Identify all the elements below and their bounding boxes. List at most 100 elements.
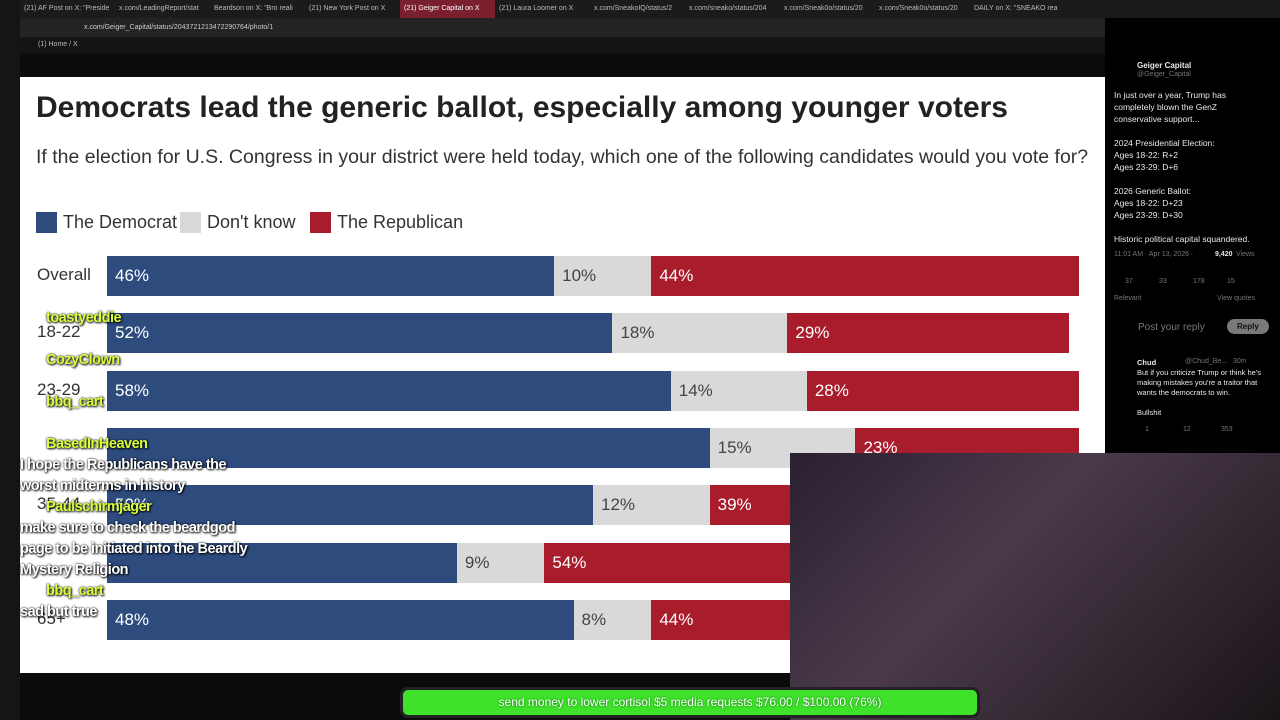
donation-goal: send money to lower cortisol $5 media re… xyxy=(400,687,980,718)
bar-segment: 18% xyxy=(612,313,788,354)
handle: @Geiger_Capital xyxy=(1137,71,1191,78)
chat-overlay: toastyeddie CozyClown bbq_cart BasedInHeave… xyxy=(20,308,320,623)
value-label: 14% xyxy=(678,380,713,400)
chat-text: sad but true xyxy=(20,604,97,620)
stat[interactable]: 12 xyxy=(1183,426,1191,433)
value-label: 15% xyxy=(717,437,752,457)
reply-author: Chud xyxy=(1137,358,1157,367)
reply-button[interactable]: Reply xyxy=(1227,319,1269,334)
tab[interactable]: Beardson on X: "Bro reali xyxy=(214,5,293,12)
bar-segment: 58% xyxy=(107,370,671,411)
value-label: 18% xyxy=(620,323,655,343)
bar-segment: 46% xyxy=(107,256,555,296)
bar-segment: 14% xyxy=(670,370,807,411)
legend-item: The Republican xyxy=(310,212,463,233)
tab[interactable]: DAILY on X: "SNEAKO rea xyxy=(974,5,1058,12)
reply-text: Bullshit xyxy=(1137,408,1162,417)
author: Geiger Capital xyxy=(1137,61,1192,70)
tweet-line: 2026 Generic Ballot: xyxy=(1114,186,1192,196)
legend-label: Don't know xyxy=(207,212,296,232)
sort[interactable]: Relevant xyxy=(1114,295,1142,302)
bar-segment xyxy=(107,542,457,583)
stat[interactable]: 15 xyxy=(1227,278,1235,285)
tab[interactable]: x.com/LeadingReport/stat xyxy=(119,5,199,12)
legend-label: The Republican xyxy=(337,212,464,232)
tab[interactable]: x.com/sneako/status/204 xyxy=(689,5,767,12)
tab[interactable]: (21) New York Post on X xyxy=(309,5,386,12)
tweet-line xyxy=(1114,173,1264,185)
tweet-line: Ages 23-29: D+30 xyxy=(1114,210,1183,220)
bar-segment: 44% xyxy=(651,256,1079,296)
tweet-line: Historic political capital squandered. xyxy=(1114,234,1250,244)
chart-subtitle: If the election for U.S. Congress in you… xyxy=(36,146,1089,168)
tab[interactable]: x.com/Sneak0o/status/20 xyxy=(784,5,863,12)
tweet-body: In just over a year, Trump has completel… xyxy=(1114,89,1264,245)
tab-bar: (21) AF Post on X: "Preside x.com/Leading… xyxy=(20,0,1280,18)
legend-swatch xyxy=(310,212,331,233)
value-label: 39% xyxy=(717,495,752,515)
value-label: 52% xyxy=(115,323,150,343)
bar-segment: 28% xyxy=(806,370,1079,411)
legend-swatch xyxy=(36,212,57,233)
views-label: Views xyxy=(1236,251,1255,258)
tab[interactable]: (21) AF Post on X: "Preside xyxy=(24,5,110,12)
chat-user: toastyeddie xyxy=(46,310,122,326)
tweet-line xyxy=(1114,125,1264,137)
view-quotes[interactable]: View quotes xyxy=(1217,295,1256,302)
legend-swatch xyxy=(180,212,201,233)
reply-handle: @Chud_Be... xyxy=(1185,358,1228,365)
bar-segment: 29% xyxy=(787,313,1070,354)
tweet-line xyxy=(1114,221,1264,233)
sidebar xyxy=(0,0,20,720)
reply-age: 30m xyxy=(1233,358,1247,365)
chat-user: CozyClown xyxy=(46,352,120,368)
value-label: 9% xyxy=(464,552,490,572)
reply-text: But if you criticize Trump or think he's… xyxy=(1137,368,1261,397)
value-label: 28% xyxy=(814,380,849,400)
bar-segment: 10% xyxy=(554,256,652,296)
tab[interactable]: (21) Laura Loomer on X xyxy=(499,5,574,12)
bar-segment: 48% xyxy=(107,599,574,640)
category-label: 65+ xyxy=(37,608,66,628)
category-label: 35-44 xyxy=(37,494,81,514)
bar-segment: 50% xyxy=(107,485,593,526)
bar-segment: 15% xyxy=(709,427,856,468)
tab[interactable]: (21) Geiger Capital on X xyxy=(400,0,495,18)
legend-item: Don't know xyxy=(180,212,295,233)
tweet-line: In just over a year, Trump has completel… xyxy=(1114,90,1226,124)
value-label: 58% xyxy=(115,380,150,400)
legend-item: The Democrat xyxy=(36,212,177,233)
value-label: 10% xyxy=(562,266,597,285)
reply-input[interactable]: Post your reply xyxy=(1138,322,1205,333)
tab[interactable]: x.com/Sneak0o/status/20 xyxy=(879,5,958,12)
chat-user: bbq_cart xyxy=(46,394,104,410)
bar-segment: 12% xyxy=(593,485,710,526)
stat[interactable]: 353 xyxy=(1221,426,1233,433)
value-label: 44% xyxy=(659,609,694,629)
chat-text: I hope the Republicans have the worst mi… xyxy=(20,457,227,494)
chart-image: Democrats lead the generic ballot, espec… xyxy=(20,77,1105,673)
legend-label: The Democrat xyxy=(63,212,178,232)
page-title: (1) Home / X xyxy=(20,37,1105,53)
bar-segment xyxy=(107,427,710,468)
views: 9,420 xyxy=(1215,251,1233,258)
stat[interactable]: 37 xyxy=(1125,278,1133,285)
bar-segment: 8% xyxy=(573,599,652,640)
category-label: Overall xyxy=(37,265,91,284)
stat[interactable]: 33 xyxy=(1159,278,1167,285)
tab[interactable]: x.com/SneakoIQ/status/2 xyxy=(594,5,673,12)
chat-user: bbq_cart xyxy=(46,583,104,599)
value-label: 29% xyxy=(795,323,830,343)
value-label: 50% xyxy=(115,495,150,515)
bar-segment: 9% xyxy=(456,542,545,583)
stat[interactable]: 1 xyxy=(1145,426,1149,433)
tweet-line: 2024 Presidential Election: xyxy=(1114,138,1215,148)
url-bar[interactable]: x.com/Geiger_Capital/status/204372121347… xyxy=(20,18,1105,37)
chat-user: BasedInHeaven xyxy=(46,436,148,452)
chat-user: Paulschirmjager xyxy=(46,499,152,515)
tweet-line: Ages 18-22: R+2 xyxy=(1114,150,1179,160)
stat[interactable]: 178 xyxy=(1193,278,1205,285)
timestamp: 11:01 AM · Apr 13, 2026 · xyxy=(1114,251,1194,258)
bar-segment: 52% xyxy=(107,313,613,354)
